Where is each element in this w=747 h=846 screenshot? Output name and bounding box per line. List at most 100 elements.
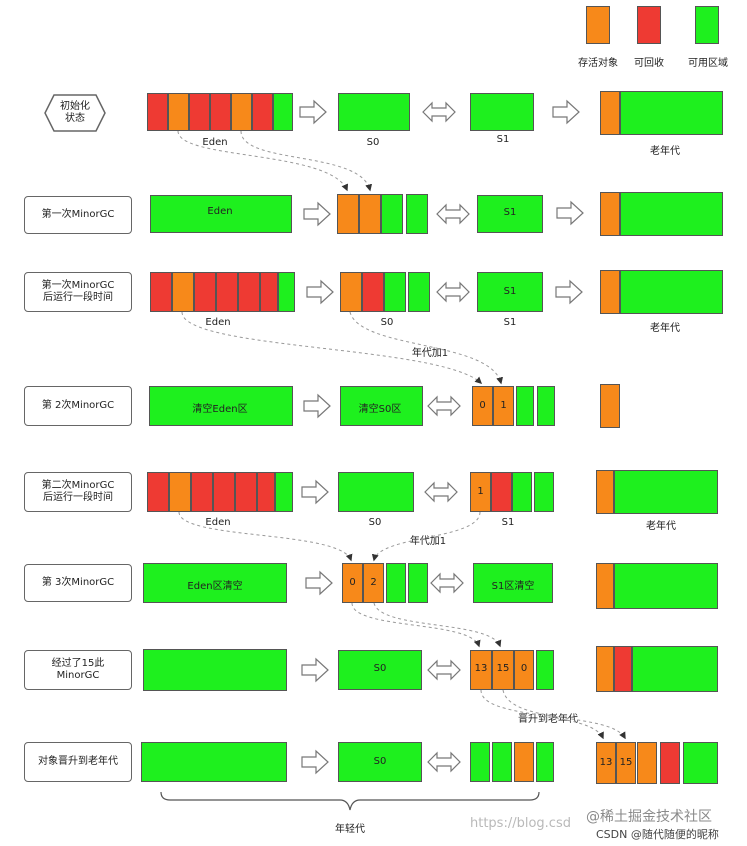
clear-eden-label: 清空Eden区 [192, 404, 248, 415]
transition-arrow-icon [303, 394, 331, 418]
swap-arrow-icon [427, 752, 461, 772]
old-gen-label: 老年代 [650, 323, 680, 334]
s0-label: S0 [380, 317, 394, 328]
old-gen-region [683, 742, 718, 784]
old-gen-label: 老年代 [650, 146, 680, 157]
s1-cell-age13 [470, 650, 492, 690]
eden-region [141, 742, 287, 782]
s0-region [338, 472, 414, 512]
s1-label: S1 [503, 286, 517, 297]
legend-available-swatch [695, 6, 719, 44]
eden-cell [172, 272, 194, 312]
eden-cell [235, 472, 257, 512]
eden-region [150, 195, 292, 233]
swap-arrow-icon [424, 482, 458, 502]
s0-label: S0 [373, 756, 387, 767]
s1-cell-age1 [493, 386, 514, 426]
s1-cell [512, 472, 532, 512]
old-gen-region [614, 563, 718, 609]
old-gen-cell-age13-label: 13 [599, 757, 613, 768]
s0-region [338, 742, 422, 782]
s1-cell-age1-label: 1 [500, 400, 507, 411]
old-gen-survivor [600, 91, 620, 135]
s0-cell [384, 272, 406, 312]
old-gen-region [620, 270, 723, 314]
s0-cell [406, 194, 428, 234]
watermark-blog: https://blog.csd [470, 816, 571, 831]
eden-cell [147, 472, 169, 512]
eden-label: Eden [202, 137, 228, 148]
eden-cell [169, 472, 191, 512]
s1-label: S1 [501, 517, 515, 528]
eden-region [143, 563, 287, 603]
transition-arrow-icon [303, 202, 331, 226]
eden-cell [252, 93, 273, 131]
s0-cell [359, 194, 381, 234]
swap-arrow-icon [430, 573, 464, 593]
eden-cell [278, 272, 295, 312]
s1-cell [516, 386, 534, 426]
s0-cell [386, 563, 406, 603]
eden-region [149, 386, 293, 426]
legend-available-label: 可用区域 [688, 58, 728, 69]
s1-cell-age0 [514, 650, 534, 690]
eden-cell [189, 93, 210, 131]
eden-cell [273, 93, 293, 131]
young-gen-brace [160, 791, 540, 811]
old-gen-cell [637, 742, 657, 784]
step-third-minor-gc: 第 3次MinorGC [24, 564, 132, 602]
s1-cell [534, 472, 554, 512]
eden-cell [210, 93, 231, 131]
s1-cell [492, 742, 512, 782]
eden-cell [191, 472, 213, 512]
s1-cleared-label: S1区清空 [491, 581, 535, 592]
transition-arrow-icon [552, 100, 580, 124]
eden-label: Eden [205, 317, 231, 328]
swap-arrow-icon [436, 282, 470, 302]
s1-cell-age1 [470, 472, 491, 512]
s0-cell [381, 194, 403, 234]
s1-label: S1 [503, 207, 517, 218]
s1-cell-age1-label: 1 [477, 486, 484, 497]
swap-arrow-icon [436, 204, 470, 224]
eden-cell [194, 272, 216, 312]
s0-cell-age0 [342, 563, 363, 603]
old-gen-region [620, 192, 723, 236]
eden-cell [168, 93, 189, 131]
transition-arrow-icon [556, 201, 584, 225]
s0-label: S0 [368, 517, 382, 528]
young-gen-label: 年轻代 [335, 824, 365, 835]
old-gen-survivor [596, 646, 614, 692]
s1-cell-age13-label: 13 [474, 663, 488, 674]
eden-cell [147, 93, 168, 131]
step-first-minor-gc: 第一次MinorGC [24, 196, 132, 234]
legend-survivor-label: 存活对象 [578, 58, 618, 69]
s1-label: S1 [496, 134, 510, 145]
s1-cell [537, 386, 555, 426]
transition-arrow-icon [306, 280, 334, 304]
s0-region [340, 386, 423, 426]
old-gen-cell-age13 [596, 742, 616, 784]
transition-arrow-icon [301, 658, 329, 682]
step-second-minor-gc: 第 2次MinorGC [24, 386, 132, 426]
s0-cell [408, 272, 430, 312]
s0-cell-age2 [363, 563, 384, 603]
old-gen-label: 老年代 [646, 521, 676, 532]
s1-cell-age15 [492, 650, 514, 690]
old-gen-region [632, 646, 718, 692]
transition-arrow-icon [305, 571, 333, 595]
transition-arrow-icon [299, 100, 327, 124]
s1-cell [491, 472, 512, 512]
old-gen-region [614, 470, 718, 514]
transition-arrow-icon [301, 750, 329, 774]
old-gen-survivor [596, 470, 614, 514]
old-gen-region [620, 91, 723, 135]
old-gen-cell-age15-label: 15 [619, 757, 633, 768]
eden-cleared-label: Eden区清空 [187, 581, 243, 592]
s0-cell-age2-label: 2 [370, 577, 377, 588]
swap-arrow-icon [427, 396, 461, 416]
s1-cell [470, 742, 490, 782]
s1-cell-age0-label: 0 [479, 400, 486, 411]
step-after-first-gc: 第一次MinorGC 后运行一段时间 [24, 272, 132, 312]
